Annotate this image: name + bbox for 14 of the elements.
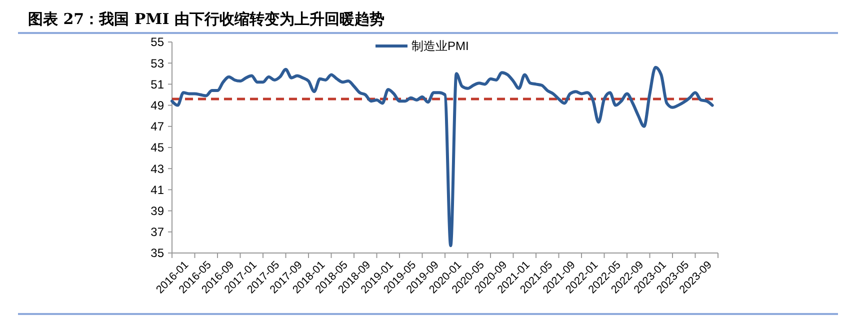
y-tick-label: 43 bbox=[150, 162, 164, 176]
y-tick-label: 51 bbox=[150, 77, 164, 92]
y-tick-label: 53 bbox=[150, 56, 164, 70]
y-tick-label: 49 bbox=[150, 98, 164, 112]
y-tick-label: 37 bbox=[150, 225, 164, 240]
y-tick-label: 45 bbox=[150, 140, 164, 155]
y-tick-label: 39 bbox=[150, 204, 164, 218]
y-tick-label: 47 bbox=[150, 120, 164, 134]
y-tick-label: 35 bbox=[150, 246, 164, 260]
y-tick-label: 41 bbox=[150, 182, 164, 197]
chart-title: 图表 27：我国 PMI 由下行收缩转变为上升回暖趋势 bbox=[28, 10, 384, 28]
line-series bbox=[170, 66, 714, 248]
legend-label: 制造业PMI bbox=[412, 39, 469, 54]
y-tick-label: 55 bbox=[150, 35, 164, 50]
